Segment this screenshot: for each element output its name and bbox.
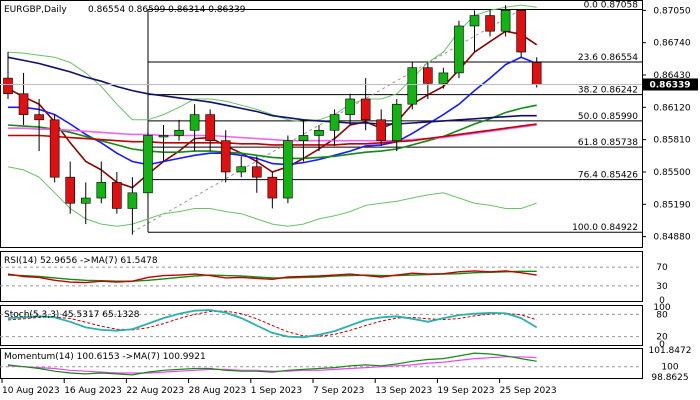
fib-level-label: 0.0 0.87058: [584, 1, 639, 11]
bollinger-upper-band: [7, 4, 537, 123]
candle-body: [329, 114, 340, 131]
candle-body: [127, 192, 138, 209]
price-axis: 0.86339 0.87050 0.86740 0.86430 0.86120 0.858…: [642, 6, 698, 243]
momentum-axis-label: 98.8625: [651, 373, 688, 383]
candle-body: [314, 129, 324, 136]
candle-body: [283, 140, 293, 199]
moving-average-line: [8, 56, 537, 166]
momentum-label: Momentum(14) 100.6153 ->MA(7) 100.9921: [4, 352, 206, 362]
candle-body: [3, 77, 13, 95]
momentum-line: [7, 352, 537, 376]
date-tick-label: 19 Sep 2023: [437, 386, 494, 396]
price-panel[interactable]: 0.0 0.87058 23.6 0.86554 38.2 0.86242 50.0 …: [0, 1, 642, 235]
date-tick-label: 13 Sep 2023: [375, 386, 432, 396]
candle-body: [485, 15, 495, 32]
candle-body: [267, 176, 278, 199]
stoch-main-line: [7, 309, 538, 339]
price-tick-label: 0.86120: [653, 103, 690, 113]
stoch-signal-line: [7, 310, 537, 337]
candle-body: [345, 98, 355, 115]
stoch-axis-label: 20: [656, 333, 668, 343]
candle-body: [376, 119, 387, 141]
candle-body: [143, 135, 153, 194]
candle-body: [469, 15, 480, 27]
current-price-tag: [643, 78, 698, 91]
fib-level-label: 50.0 0.85990: [578, 112, 638, 122]
fib-level-label: 76.4 0.85426: [578, 171, 638, 181]
candle-body: [112, 182, 122, 209]
rsi-ma-line: [7, 270, 537, 282]
momentum-axis-label: 100: [661, 363, 678, 373]
current-price-value: 0.86339: [650, 80, 691, 90]
price-tick-label: 0.85500: [653, 168, 690, 178]
candle-body: [360, 98, 371, 121]
rsi-label: RSI(14) 52.9656 ->MA(7) 61.5478: [4, 256, 158, 266]
momentum-axis-label: 101.8472: [649, 346, 692, 356]
rsi-axis-label: 70: [656, 263, 668, 273]
momentum-panel-frame: [0, 348, 643, 379]
moving-average-line: [7, 56, 537, 125]
candle-body: [220, 140, 231, 173]
date-tick-label: 7 Sep 2023: [313, 386, 364, 396]
candle-body: [391, 103, 402, 141]
candle-body: [80, 197, 91, 204]
price-tick-label: 0.86740: [653, 39, 690, 49]
ohlc-values: 0.86554 0.86599 0.86314 0.86339: [88, 5, 246, 15]
fib-level-label: 100.0 0.84922: [572, 223, 638, 233]
rsi-axis-label: 30: [656, 282, 668, 292]
rsi-line: [7, 270, 537, 284]
candle-body: [516, 10, 526, 53]
momentum-ma-line: [7, 356, 537, 374]
candle-body: [454, 25, 464, 74]
stoch-axis-label: 80: [656, 310, 668, 320]
candle-body: [298, 135, 309, 141]
stoch-axis-label: 0: [659, 340, 665, 350]
candle-body: [236, 166, 247, 173]
candle-body: [531, 62, 542, 85]
moving-average-line: [8, 123, 537, 146]
candle-body: [407, 67, 418, 105]
candle-body: [500, 10, 511, 32]
rsi-panel-frame: [0, 251, 643, 302]
candle-body: [438, 72, 449, 84]
bollinger-lower-band: [7, 166, 537, 227]
candle-body: [174, 129, 184, 136]
candle-body: [423, 67, 433, 84]
candle-body: [158, 135, 169, 138]
candle-body: [252, 166, 262, 178]
price-tick-label: 0.85810: [653, 136, 690, 146]
candle-body: [18, 93, 29, 115]
date-tick-label: 22 Aug 2023: [126, 386, 184, 396]
fib-level-label: 38.2 0.86242: [578, 86, 638, 96]
moving-average-line: [8, 124, 537, 142]
symbol-label: EURGBP,Daily: [4, 5, 67, 15]
date-tick-label: 10 Aug 2023: [2, 386, 60, 396]
date-tick-label: 16 Aug 2023: [64, 386, 122, 396]
candle-body: [96, 182, 107, 199]
stoch-panel-frame: [0, 305, 643, 346]
fib-level-label: 61.8 0.85738: [578, 138, 638, 148]
date-tick-label: 1 Sep 2023: [251, 386, 302, 396]
date-tick-label: 25 Sep 2023: [500, 386, 557, 396]
candle-body: [65, 176, 75, 204]
price-tick-label: 0.85190: [653, 200, 690, 210]
price-tick-label: 0.84880: [653, 233, 690, 243]
candle-body: [189, 114, 200, 131]
fib-level-label: 23.6 0.86554: [578, 53, 638, 63]
candle-body: [34, 114, 44, 121]
candle-body: [49, 119, 60, 178]
price-tick-label: 0.86430: [653, 71, 690, 81]
candle-body: [205, 114, 215, 141]
price-tick-label: 0.87050: [653, 6, 690, 16]
rsi-panel[interactable]: 70 30 0: [0, 263, 668, 306]
date-axis: 10 Aug 2023 16 Aug 2023 22 Aug 2023 28 Aug …: [1, 379, 557, 396]
rsi-axis-label: 0: [659, 296, 665, 306]
stoch-label: Stoch(5,3,3) 45.5317 65.1328: [4, 310, 140, 320]
price-panel-frame: [0, 0, 643, 248]
stoch-axis-label: 100: [653, 303, 670, 313]
date-tick-label: 28 Aug 2023: [189, 386, 247, 396]
